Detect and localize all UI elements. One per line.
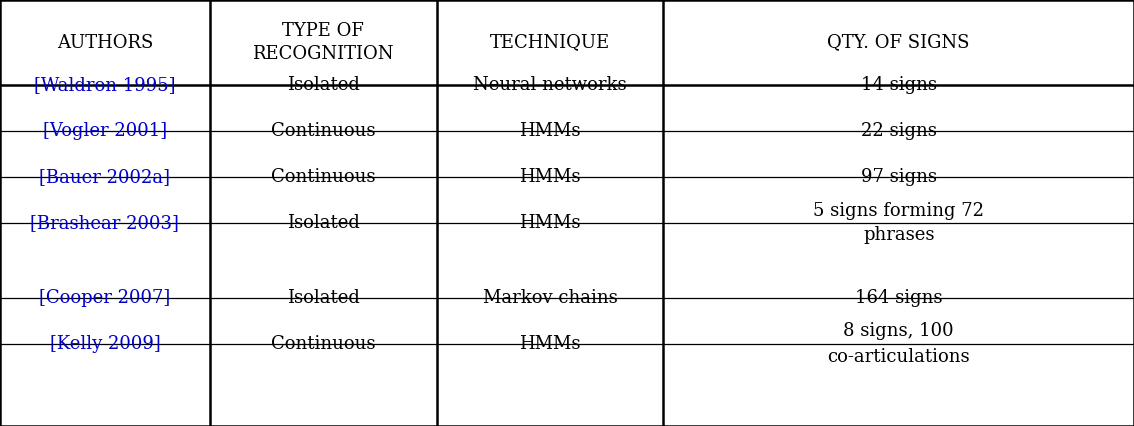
- Text: AUTHORS: AUTHORS: [57, 34, 153, 52]
- Text: HMMs: HMMs: [519, 335, 581, 353]
- Text: [Vogler 2001]: [Vogler 2001]: [43, 122, 167, 140]
- Text: [Waldron 1995]: [Waldron 1995]: [34, 76, 176, 94]
- Text: 5 signs forming 72
phrases: 5 signs forming 72 phrases: [813, 201, 984, 245]
- Text: 164 signs: 164 signs: [855, 289, 942, 307]
- Text: 22 signs: 22 signs: [861, 122, 937, 140]
- Text: HMMs: HMMs: [519, 214, 581, 232]
- Text: QTY. OF SIGNS: QTY. OF SIGNS: [828, 34, 970, 52]
- Text: TYPE OF
RECOGNITION: TYPE OF RECOGNITION: [253, 22, 393, 63]
- Text: Neural networks: Neural networks: [473, 76, 627, 94]
- Text: Isolated: Isolated: [287, 76, 359, 94]
- Text: [Cooper 2007]: [Cooper 2007]: [40, 289, 170, 307]
- Text: HMMs: HMMs: [519, 122, 581, 140]
- Text: Continuous: Continuous: [271, 168, 375, 186]
- Text: HMMs: HMMs: [519, 168, 581, 186]
- Text: Isolated: Isolated: [287, 289, 359, 307]
- Text: [Bauer 2002a]: [Bauer 2002a]: [40, 168, 170, 186]
- Text: 8 signs, 100
co-articulations: 8 signs, 100 co-articulations: [828, 322, 970, 366]
- Text: 14 signs: 14 signs: [861, 76, 937, 94]
- Text: TECHNIQUE: TECHNIQUE: [490, 34, 610, 52]
- Text: 97 signs: 97 signs: [861, 168, 937, 186]
- Text: Markov chains: Markov chains: [483, 289, 617, 307]
- Text: [Brashear 2003]: [Brashear 2003]: [31, 214, 179, 232]
- Text: Isolated: Isolated: [287, 214, 359, 232]
- Text: Continuous: Continuous: [271, 335, 375, 353]
- Text: Continuous: Continuous: [271, 122, 375, 140]
- Text: [Kelly 2009]: [Kelly 2009]: [50, 335, 160, 353]
